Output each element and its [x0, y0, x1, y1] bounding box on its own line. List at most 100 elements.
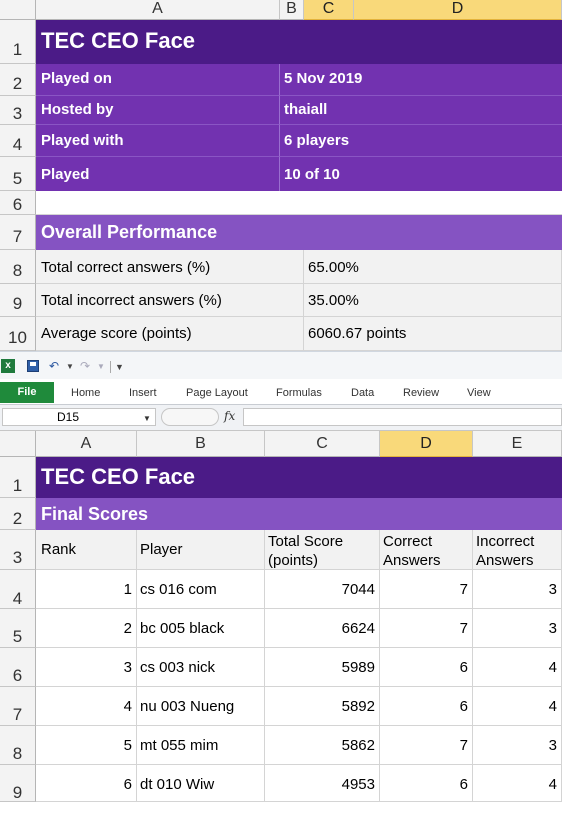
bottom-col-header-d[interactable]: D [380, 431, 473, 457]
top-row-header-6[interactable]: 6 [0, 191, 36, 215]
score-incorrect[interactable]: 4 [473, 648, 562, 687]
score-rank[interactable]: 3 [36, 648, 137, 687]
top-row-header-10[interactable]: 10 [0, 317, 36, 351]
score-incorrect[interactable]: 4 [473, 765, 562, 802]
bottom-row-header-5[interactable]: 5 [0, 609, 36, 648]
top-row-header-3[interactable]: 3 [0, 96, 36, 125]
score-correct[interactable]: 6 [380, 765, 473, 802]
top-row-header-1[interactable]: 1 [0, 20, 36, 64]
bottom-row-header-6[interactable]: 6 [0, 648, 36, 687]
bottom-row-header-1[interactable]: 1 [0, 457, 36, 498]
score-rank[interactable]: 2 [36, 609, 137, 648]
score-total[interactable]: 5862 [265, 726, 380, 765]
bottom-col-header-a[interactable]: A [36, 431, 137, 457]
top-row-header-7[interactable]: 7 [0, 215, 36, 250]
score-total[interactable]: 5989 [265, 648, 380, 687]
top-row-header-4[interactable]: 4 [0, 125, 36, 157]
score-player[interactable]: cs 016 com [137, 570, 265, 609]
info-label-played-on[interactable]: Played on [36, 64, 280, 96]
header-total-score[interactable]: Total Score (points) [265, 530, 380, 570]
info-value-hosted-by[interactable]: thaiall [280, 96, 562, 125]
top-col-header-d[interactable]: D [354, 0, 562, 20]
final-scores-header[interactable]: Final Scores [36, 498, 562, 530]
tab-review[interactable]: Review [403, 387, 440, 399]
bottom-col-header-c[interactable]: C [265, 431, 380, 457]
info-value-played-with[interactable]: 6 players [280, 125, 562, 157]
top-select-all[interactable] [0, 0, 36, 20]
score-player[interactable]: cs 003 nick [137, 648, 265, 687]
score-rank[interactable]: 6 [36, 765, 137, 802]
bottom-row-header-9[interactable]: 9 [0, 765, 36, 802]
tab-insert[interactable]: Insert [129, 387, 157, 399]
score-rank[interactable]: 5 [36, 726, 137, 765]
score-rank[interactable]: 4 [36, 687, 137, 726]
redo-icon[interactable]: ↷ [80, 359, 91, 373]
score-correct[interactable]: 7 [380, 570, 473, 609]
excel-app-icon[interactable]: x [1, 359, 15, 373]
header-correct[interactable]: Correct Answers [380, 530, 473, 570]
bottom-row-header-8[interactable]: 8 [0, 726, 36, 765]
score-correct[interactable]: 6 [380, 648, 473, 687]
tab-view[interactable]: View [467, 387, 491, 399]
bottom-select-all[interactable] [0, 431, 36, 457]
bottom-row-header-7[interactable]: 7 [0, 687, 36, 726]
file-tab[interactable]: File [0, 382, 54, 403]
score-incorrect[interactable]: 4 [473, 687, 562, 726]
info-label-played-with[interactable]: Played with [36, 125, 280, 157]
redo-dropdown-icon[interactable]: ▼ [97, 362, 105, 371]
tab-page-layout[interactable]: Page Layout [186, 387, 248, 399]
bottom-row-header-4[interactable]: 4 [0, 570, 36, 609]
undo-dropdown-icon[interactable]: ▼ [66, 362, 74, 371]
customize-toolbar-icon[interactable]: ▼ [115, 362, 124, 372]
top-col-header-a[interactable]: A [36, 0, 280, 20]
undo-icon[interactable]: ↶ [49, 359, 60, 373]
score-incorrect[interactable]: 3 [473, 570, 562, 609]
bottom-row-header-2[interactable]: 2 [0, 498, 36, 530]
top-row-header-2[interactable]: 2 [0, 64, 36, 96]
stat-value-average[interactable]: 6060.67 points [304, 317, 562, 351]
score-player[interactable]: mt 055 mim [137, 726, 265, 765]
name-box[interactable]: D15 [2, 408, 156, 426]
header-player[interactable]: Player [137, 530, 265, 570]
header-rank[interactable]: Rank [36, 530, 137, 570]
top-row-header-5[interactable]: 5 [0, 157, 36, 191]
formula-input[interactable] [243, 408, 562, 426]
stat-label-average[interactable]: Average score (points) [36, 317, 304, 351]
score-correct[interactable]: 7 [380, 609, 473, 648]
score-player[interactable]: bc 005 black [137, 609, 265, 648]
score-total[interactable]: 4953 [265, 765, 380, 802]
empty-row-6[interactable] [36, 191, 562, 215]
tab-data[interactable]: Data [351, 387, 375, 399]
score-player[interactable]: nu 003 Nueng [137, 687, 265, 726]
score-player[interactable]: dt 010 Wiw [137, 765, 265, 802]
score-total[interactable]: 6624 [265, 609, 380, 648]
info-label-hosted-by[interactable]: Hosted by [36, 96, 280, 125]
stat-label-incorrect[interactable]: Total incorrect answers (%) [36, 284, 304, 317]
stat-label-correct[interactable]: Total correct answers (%) [36, 250, 304, 284]
info-label-played[interactable]: Played [36, 157, 280, 191]
score-incorrect[interactable]: 3 [473, 609, 562, 648]
score-rank[interactable]: 1 [36, 570, 137, 609]
stat-value-incorrect[interactable]: 35.00% [304, 284, 562, 317]
top-title-cell[interactable]: TEC CEO Face [36, 20, 562, 64]
tab-home[interactable]: Home [71, 387, 101, 399]
fx-icon[interactable]: fx [224, 409, 236, 423]
top-col-header-b[interactable]: B [280, 0, 304, 20]
top-row-header-9[interactable]: 9 [0, 284, 36, 317]
top-row-header-8[interactable]: 8 [0, 250, 36, 284]
save-icon[interactable] [27, 360, 39, 372]
info-value-played[interactable]: 10 of 10 [280, 157, 562, 191]
bottom-row-header-3[interactable]: 3 [0, 530, 36, 570]
bottom-title-cell[interactable]: TEC CEO Face [36, 457, 562, 498]
bottom-col-header-e[interactable]: E [473, 431, 562, 457]
formula-bar-splitter[interactable] [161, 408, 219, 426]
top-col-header-c[interactable]: C [304, 0, 354, 20]
name-box-dropdown-icon[interactable]: ▼ [143, 414, 151, 423]
bottom-col-header-b[interactable]: B [137, 431, 265, 457]
score-incorrect[interactable]: 3 [473, 726, 562, 765]
header-incorrect[interactable]: Incorrect Answers [473, 530, 562, 570]
stat-value-correct[interactable]: 65.00% [304, 250, 562, 284]
score-total[interactable]: 5892 [265, 687, 380, 726]
score-correct[interactable]: 6 [380, 687, 473, 726]
score-total[interactable]: 7044 [265, 570, 380, 609]
